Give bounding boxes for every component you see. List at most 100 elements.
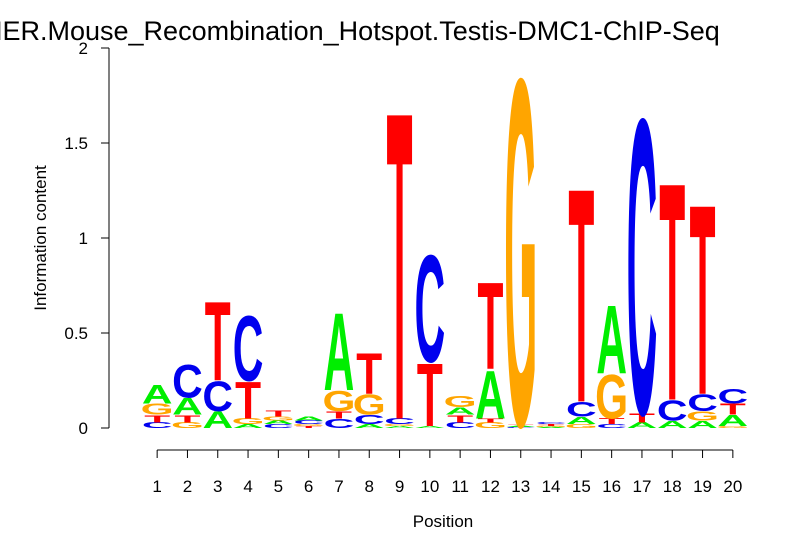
logo-letter-G: G [353, 388, 386, 421]
logo-letter-G: G [232, 417, 265, 426]
logo-letter-T: T [568, 125, 594, 467]
logo-letter-A: A [142, 380, 173, 409]
logo-letter-C: C [718, 385, 749, 408]
logo-letter-C: C [172, 354, 203, 408]
logo-letter-G: G [474, 421, 507, 430]
logo-letter-A: A [172, 394, 203, 420]
logo-letter-T: T [235, 372, 261, 430]
logo-letter-G: G [171, 421, 204, 430]
logo-letter-A: A [233, 423, 264, 429]
y-axis-label: Information content [31, 165, 50, 311]
logo-letter-A: A [505, 426, 536, 427]
x-tick-label: 4 [243, 477, 252, 496]
logo-letter-A: A [354, 423, 385, 429]
logo-letter-G: G [292, 424, 325, 427]
logo-letter-C: C [384, 417, 415, 426]
logo-letter-A: A [415, 426, 446, 429]
logo-stack-position-18: ACT [657, 119, 688, 467]
logo-letter-T: T [296, 426, 323, 429]
logo-letter-T: T [144, 413, 170, 425]
logo-letter-A: A [263, 420, 294, 426]
logo-letter-C: C [324, 416, 355, 431]
logo-letter-C: C [596, 423, 627, 429]
logo-letter-T: T [659, 119, 685, 467]
logo-letter-A: A [657, 418, 688, 430]
logo-letter-G: G [383, 424, 416, 427]
x-tick-label: 20 [723, 477, 742, 496]
logo-letter-A: A [627, 421, 658, 430]
logo-letter-C: C [233, 298, 264, 401]
logo-letter-T: T [205, 279, 231, 406]
logo-letter-C: C [566, 398, 597, 421]
logo-letter-G: G [322, 385, 355, 418]
logo-letter-G: G [565, 423, 598, 429]
logo-letter-T: T [326, 409, 352, 421]
y-tick-label: 2 [79, 39, 88, 58]
logo-letter-C: C [293, 420, 324, 426]
x-tick-label: 9 [395, 477, 404, 496]
logo-letter-G: G [141, 400, 174, 418]
logo-letter-T: T [508, 424, 535, 427]
logo-letter-T: T [477, 257, 503, 396]
x-tick-label: 17 [632, 477, 651, 496]
y-tick-label: 1 [79, 229, 88, 248]
logo-letter-A: A [687, 418, 718, 430]
logo-letter-T: T [447, 413, 473, 425]
logo-letter-A: A [566, 415, 597, 427]
logo-letter-G: G [716, 426, 749, 429]
logo-letter-C: C [536, 422, 567, 425]
logo-stack-position-3: ACT [202, 279, 233, 434]
logo-letter-A: A [536, 427, 567, 428]
x-axis-label: Position [413, 512, 473, 531]
logo-letter-G: G [504, 0, 537, 530]
logo-letter-A: A [384, 426, 415, 429]
logo-letter-A: A [202, 407, 233, 433]
logo-stack-position-10: ATC [415, 222, 446, 445]
x-tick-label: 15 [572, 477, 591, 496]
logo-letter-C: C [627, 30, 658, 503]
x-tick-label: 13 [511, 477, 530, 496]
logo-letter-A: A [475, 357, 506, 434]
logo-letter-A: A [293, 416, 324, 422]
logo-letter-T: T [690, 149, 716, 452]
logo-letter-C: C [142, 421, 173, 430]
logo-letter-G: G [595, 362, 628, 432]
logo-letter-C: C [202, 373, 233, 420]
logo-letter-A: A [718, 412, 749, 430]
logo-letter-C: C [445, 421, 476, 430]
logo-letter-C: C [687, 390, 718, 416]
logo-letter-T: T [538, 424, 565, 427]
y-axis: 0 0.5 1 1.5 2 [64, 39, 110, 438]
x-tick-label: 16 [602, 477, 621, 496]
logo-letter-T: T [599, 417, 625, 426]
x-tick-label: 1 [152, 477, 161, 496]
logo-letter-C: C [657, 394, 688, 427]
logo-letter-G: G [535, 426, 568, 427]
x-tick-label: 10 [420, 477, 439, 496]
logo-letter-T: T [387, 22, 413, 513]
logo-letter-T: T [174, 413, 200, 425]
x-tick-label: 11 [451, 477, 469, 496]
logo-letter-G: G [686, 409, 719, 424]
x-tick-label: 3 [213, 477, 222, 496]
x-tick-label: 18 [663, 477, 682, 496]
logo-letter-T: T [265, 410, 291, 419]
logo-letter-T: T [356, 341, 382, 406]
x-tick-label: 12 [481, 477, 500, 496]
x-tick-label: 14 [542, 477, 561, 496]
logo-letter-C: C [263, 423, 294, 429]
logo-letter-C: C [505, 427, 536, 428]
